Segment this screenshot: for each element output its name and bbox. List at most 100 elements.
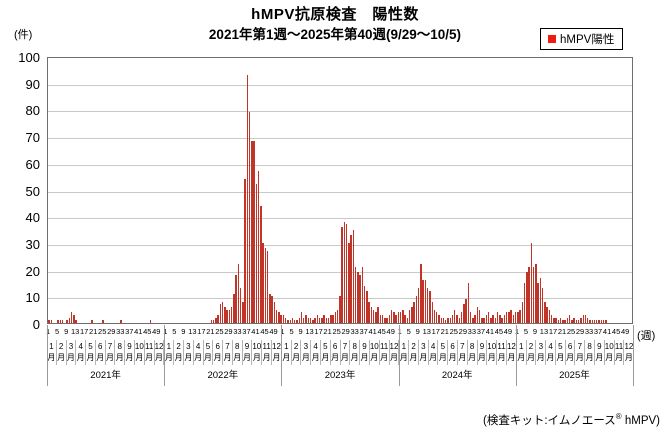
bar-week-2022年-46	[266, 250, 269, 323]
chart-title: hMPV抗原検査 陽性数	[251, 6, 419, 23]
bar-week-2024年-45	[499, 315, 501, 323]
bar-week-2022年-44	[262, 242, 264, 323]
week-tick-label: 1	[46, 327, 51, 336]
bar-week-2024年-24	[451, 315, 454, 323]
bar-week-2024年-42	[492, 315, 494, 323]
bar-week-2025年-37	[598, 320, 600, 323]
bar-week-2025年-12	[541, 288, 544, 323]
bar-week-2021年-6	[59, 320, 62, 323]
bar-week-2023年-34	[357, 272, 359, 323]
bar-week-2022年-52	[280, 315, 282, 323]
bar-week-2023年-8	[298, 317, 300, 323]
y-tick-label: 60	[25, 156, 40, 172]
bar-week-2023年-7	[296, 320, 298, 323]
bar-week-2024年-21	[445, 320, 447, 323]
y-tick-label: 50	[25, 183, 40, 199]
bar-week-2024年-23	[449, 317, 451, 323]
week-tick-label: 17	[431, 327, 440, 336]
bar-week-2023年-14	[312, 320, 314, 323]
bar-week-2021年-5	[57, 320, 59, 323]
week-tick-label: 37	[125, 327, 134, 336]
bar-week-2024年-51	[512, 315, 515, 323]
bar-week-2025年-28	[578, 320, 580, 323]
y-tick-label: 0	[32, 317, 40, 332]
bar-week-2021年-1	[48, 320, 50, 323]
bar-week-2024年-4	[406, 317, 409, 323]
week-tick-label: 1	[514, 327, 519, 336]
gridline	[48, 84, 632, 86]
bar-week-2025年-26	[573, 317, 575, 323]
bar-week-2024年-49	[508, 312, 510, 323]
week-tick-label: 17	[197, 327, 206, 336]
bar-week-2025年-16	[550, 315, 553, 323]
bar-week-2023年-41	[372, 309, 375, 323]
bar-week-2025年-25	[571, 320, 573, 323]
bar-week-2023年-42	[375, 312, 377, 323]
bar-week-2025年-14	[546, 306, 548, 323]
bar-week-2023年-36	[361, 266, 364, 323]
week-tick-label: 45	[143, 327, 152, 336]
bar-week-2025年-9	[535, 264, 537, 323]
bar-week-2024年-30	[465, 298, 467, 323]
bar-week-2024年-9	[417, 288, 420, 323]
week-tick-label: 21	[557, 327, 567, 336]
week-tick-label: 1	[280, 327, 285, 336]
gridline	[48, 191, 632, 193]
week-tick-label: 45	[377, 327, 386, 336]
bar-week-2023年-18	[321, 317, 323, 323]
bar-week-2023年-16	[316, 315, 318, 323]
bar-week-2023年-49	[390, 309, 393, 323]
bar-week-2024年-14	[429, 290, 431, 323]
bar-week-2022年-42	[257, 170, 260, 323]
week-tick-label: 37	[593, 327, 603, 336]
bar-week-2023年-47	[386, 317, 388, 323]
bar-week-2025年-36	[596, 320, 598, 323]
week-tick-label: 9	[181, 327, 186, 336]
bar-week-2022年-29	[228, 309, 231, 323]
bar-week-2023年-45	[381, 315, 384, 323]
bar-week-2022年-34	[239, 288, 242, 323]
bar-week-2024年-34	[474, 315, 476, 323]
bar-week-2025年-35	[593, 320, 596, 323]
week-tick-label: 13	[539, 327, 549, 336]
bar-week-2024年-18	[438, 315, 440, 323]
bar-week-2022年-35	[242, 301, 244, 323]
bar-week-2022年-31	[233, 293, 235, 323]
week-tick-label: 9	[415, 327, 420, 336]
x-axis-unit-label: (週)	[637, 330, 656, 342]
month-label: 11 月	[143, 340, 154, 365]
week-tick-label: 17	[548, 327, 558, 336]
month-label: 12 月	[153, 340, 163, 365]
week-tick-label: 33	[467, 327, 477, 336]
bar-week-2024年-20	[442, 317, 445, 323]
bar-week-2024年-26	[456, 315, 458, 323]
bar-week-2021年-20	[91, 320, 93, 323]
legend-label: hMPV陽性	[560, 34, 615, 46]
week-tick-label: 33	[350, 327, 359, 336]
week-tick-label: 41	[602, 327, 612, 336]
y-tick-label: 100	[18, 50, 40, 65]
year-label: 2024年	[441, 370, 473, 381]
week-tick-label: 21	[206, 327, 215, 336]
bar-week-2023年-28	[343, 221, 346, 323]
bar-week-2024年-41	[490, 317, 492, 323]
bar-week-2024年-11	[422, 280, 424, 323]
bar-week-2025年-21	[562, 320, 564, 323]
plot-area	[47, 57, 633, 324]
week-tick-label: 45	[260, 327, 269, 336]
bar-week-2021年-2	[50, 320, 53, 323]
bar-week-2024年-2	[402, 309, 404, 323]
bar-week-2024年-25	[454, 309, 456, 323]
week-tick-label: 5	[406, 327, 411, 336]
